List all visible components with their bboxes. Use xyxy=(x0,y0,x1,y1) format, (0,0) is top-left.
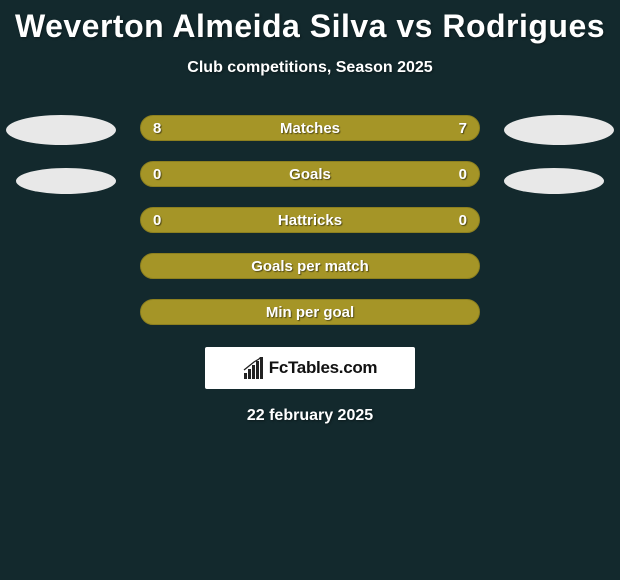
stat-row: 8 Matches 7 xyxy=(140,115,480,141)
right-badge-2 xyxy=(504,168,604,194)
stat-row: 0 Hattricks 0 xyxy=(140,207,480,233)
brand-badge: FcTables.com xyxy=(205,347,415,389)
stat-label: Hattricks xyxy=(141,208,479,232)
stat-label: Goals xyxy=(141,162,479,186)
page-subtitle: Club competitions, Season 2025 xyxy=(0,59,620,77)
stat-right-value: 7 xyxy=(459,116,467,140)
stat-row: Goals per match xyxy=(140,253,480,279)
stat-row: Min per goal xyxy=(140,299,480,325)
date-label: 22 february 2025 xyxy=(0,407,620,425)
stat-bar-stack: 8 Matches 7 0 Goals 0 0 Hattricks 0 Goal… xyxy=(140,115,480,325)
stat-right-value: 0 xyxy=(459,208,467,232)
stat-row: 0 Goals 0 xyxy=(140,161,480,187)
left-badge-2 xyxy=(16,168,116,194)
page-title: Weverton Almeida Silva vs Rodrigues xyxy=(0,0,620,45)
right-badge-1 xyxy=(504,115,614,145)
brand-text: FcTables.com xyxy=(269,358,378,378)
stat-label: Matches xyxy=(141,116,479,140)
brand-bar-chart-icon xyxy=(243,357,265,379)
stat-label: Goals per match xyxy=(141,254,479,278)
stats-container: 8 Matches 7 0 Goals 0 0 Hattricks 0 Goal… xyxy=(0,115,620,325)
left-badge-1 xyxy=(6,115,116,145)
stat-label: Min per goal xyxy=(141,300,479,324)
stat-right-value: 0 xyxy=(459,162,467,186)
